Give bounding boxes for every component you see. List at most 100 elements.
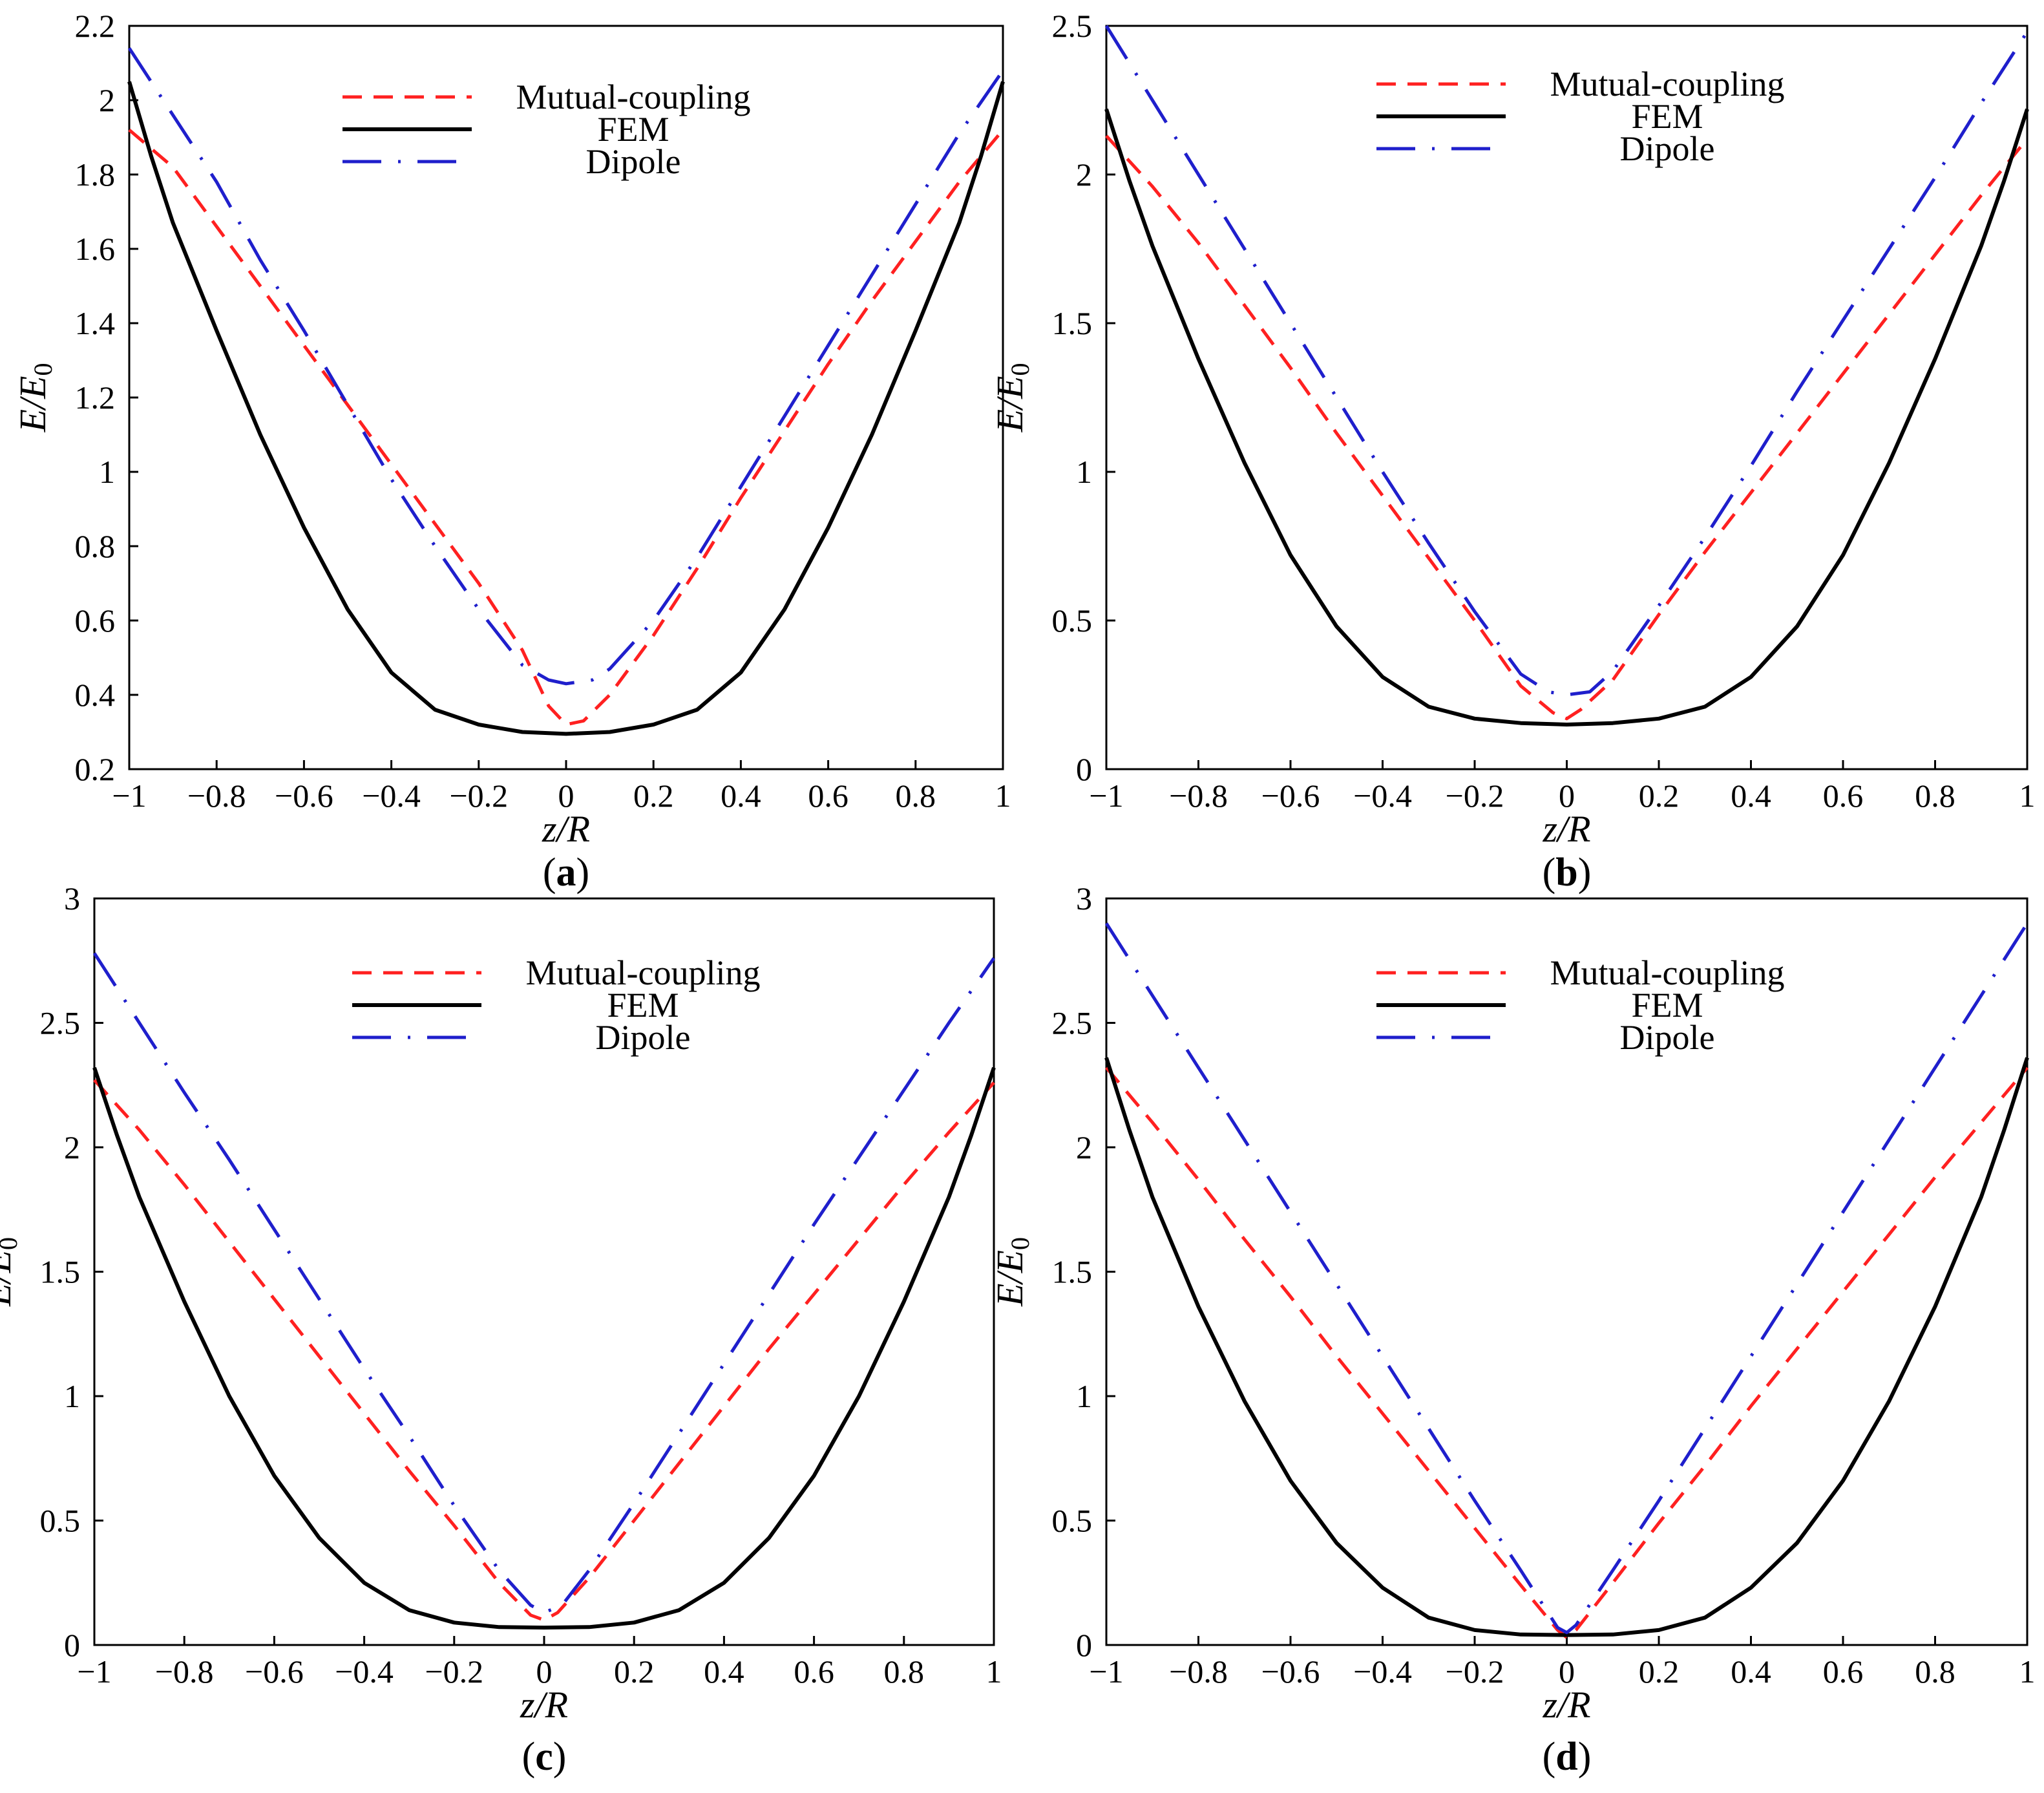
y-tick-label: 2.5 [1052, 1005, 1093, 1041]
x-axis-label: z/R [520, 1684, 568, 1726]
x-tick-label: −0.2 [1446, 778, 1504, 814]
x-tick-label: 0.6 [1823, 778, 1864, 814]
x-tick-label: 0.2 [633, 778, 674, 814]
panel-label-close: ) [1578, 1735, 1592, 1779]
x-tick-label: 0.8 [884, 1653, 925, 1690]
chart-panel-a: −1 −0.8 −0.6 −0.4 −0.2 0 0.2 0.4 0.6 0.8 1 0.2 0.4 0.… [12, 8, 1011, 895]
chart-panel-d: −1 −0.8 −0.6 −0.4 −0.2 0 0.2 0.4 0.6 0.8 1 0 0.5 1 1.5… [989, 880, 2036, 1779]
panel-label: (d) [1543, 1735, 1592, 1779]
x-tick-label: −0.6 [1261, 1653, 1320, 1690]
legend-label: FEM [1631, 97, 1703, 136]
y-axis-label-main: E/E [12, 376, 54, 433]
series-line-dipole [127, 47, 1005, 686]
x-tick-label: 0 [558, 778, 574, 814]
x-tick-label: −0.8 [155, 1653, 214, 1690]
y-tick-label: 0.8 [75, 528, 116, 564]
legend-label: FEM [597, 110, 669, 149]
y-tick-label: 0.5 [40, 1503, 81, 1539]
y-tick-label: 0.6 [75, 602, 116, 639]
x-tick-label: 0.2 [1639, 778, 1680, 814]
panel-label-letter: b [1555, 851, 1577, 895]
panel-label-close: ) [553, 1735, 567, 1779]
y-tick-label: 1.6 [75, 231, 116, 267]
y-tick-label: 0 [64, 1627, 80, 1663]
y-axis-label: E/E0 [989, 363, 1035, 433]
y-tick-label: 0.5 [1052, 602, 1093, 639]
y-tick-label: 2.5 [1052, 8, 1093, 44]
x-tick-label: 0.8 [1915, 1653, 1955, 1690]
y-tick-label: 1 [1076, 1378, 1092, 1414]
x-tick-label: −0.8 [187, 778, 246, 814]
y-tick-label: 1.2 [75, 379, 116, 416]
x-tick-label: 0.6 [1823, 1653, 1864, 1690]
x-tick-label: −0.2 [449, 778, 508, 814]
x-tick-label: −0.6 [275, 778, 333, 814]
series-line-dipole [1104, 922, 2029, 1635]
panel-label-letter: a [556, 851, 576, 895]
y-axis-label: E/E0 [989, 1237, 1035, 1307]
series-line-mutual-coupling [93, 1079, 995, 1622]
legend-label: FEM [1631, 986, 1703, 1024]
y-tick-label: 0.4 [75, 677, 116, 713]
x-tick-label: −0.8 [1169, 778, 1228, 814]
y-tick-label: 2 [1076, 156, 1092, 193]
legend-label: FEM [607, 986, 679, 1024]
y-tick-label: 3 [64, 880, 80, 917]
x-tick-label: 0.4 [721, 778, 761, 814]
series-line-fem [1104, 1057, 2029, 1637]
x-tick-label: −1 [77, 1653, 111, 1690]
x-tick-label: −1 [1089, 1653, 1123, 1690]
y-tick-label: 1.5 [1052, 305, 1093, 341]
y-tick-label: 1.4 [75, 305, 116, 341]
panel-label: (c) [522, 1735, 567, 1779]
panel-label-open: ( [543, 851, 556, 895]
x-tick-label: −0.2 [425, 1653, 483, 1690]
y-tick-label: 0.2 [75, 751, 116, 787]
x-tick-label: 0 [1559, 1653, 1575, 1690]
y-tick-label: 3 [1076, 880, 1092, 917]
y-axis-label-main: E/E [989, 1250, 1031, 1307]
series-line-fem [92, 1066, 996, 1630]
x-tick-label: −1 [112, 778, 146, 814]
x-tick-label: −0.6 [1261, 778, 1320, 814]
x-tick-label: 0.8 [1915, 778, 1955, 814]
series-line-dipole [1104, 25, 2029, 697]
series-line-dipole [92, 952, 996, 1615]
y-axis-label-main: E/E [0, 1250, 19, 1307]
legend-label: Mutual-coupling [526, 953, 761, 992]
x-tick-label: −0.4 [335, 1653, 394, 1690]
x-tick-label: 0.4 [1731, 1653, 1771, 1690]
y-axis-label: E/E0 [0, 1237, 23, 1307]
y-tick-label: 0 [1076, 1627, 1092, 1663]
legend-label: Dipole [586, 142, 681, 181]
y-tick-label: 2 [1076, 1129, 1092, 1165]
x-tick-label: 1 [2019, 1653, 2036, 1690]
x-axis-label: z/R [1542, 1684, 1590, 1726]
legend-label: Dipole [596, 1018, 691, 1057]
legend-label: Mutual-coupling [516, 78, 751, 116]
y-axis-label-subscript: 0 [28, 363, 58, 376]
y-axis-label-subscript: 0 [0, 1237, 23, 1250]
y-tick-label: 0.5 [1052, 1503, 1093, 1539]
y-axis-label-subscript: 0 [1006, 1237, 1035, 1250]
legend-label: Mutual-coupling [1550, 953, 1785, 992]
x-tick-label: 1 [986, 1653, 1002, 1690]
x-tick-label: 0.2 [1639, 1653, 1680, 1690]
y-tick-label: 1 [99, 454, 115, 490]
y-tick-label: 1 [64, 1378, 80, 1414]
y-tick-label: 1.8 [75, 156, 116, 193]
x-tick-label: 0.6 [808, 778, 848, 814]
series-line-mutual-coupling [1105, 134, 2028, 721]
legend-label: Mutual-coupling [1550, 65, 1785, 103]
x-tick-label: −0.4 [1353, 1653, 1412, 1690]
series-line-fem [1104, 108, 2029, 727]
y-tick-label: 2.5 [40, 1005, 81, 1041]
x-tick-label: 0.4 [704, 1653, 744, 1690]
y-tick-label: 2 [99, 82, 115, 118]
y-tick-label: 2.2 [75, 8, 116, 44]
panel-label-close: ) [1578, 851, 1592, 895]
series-line-fem [127, 81, 1005, 736]
